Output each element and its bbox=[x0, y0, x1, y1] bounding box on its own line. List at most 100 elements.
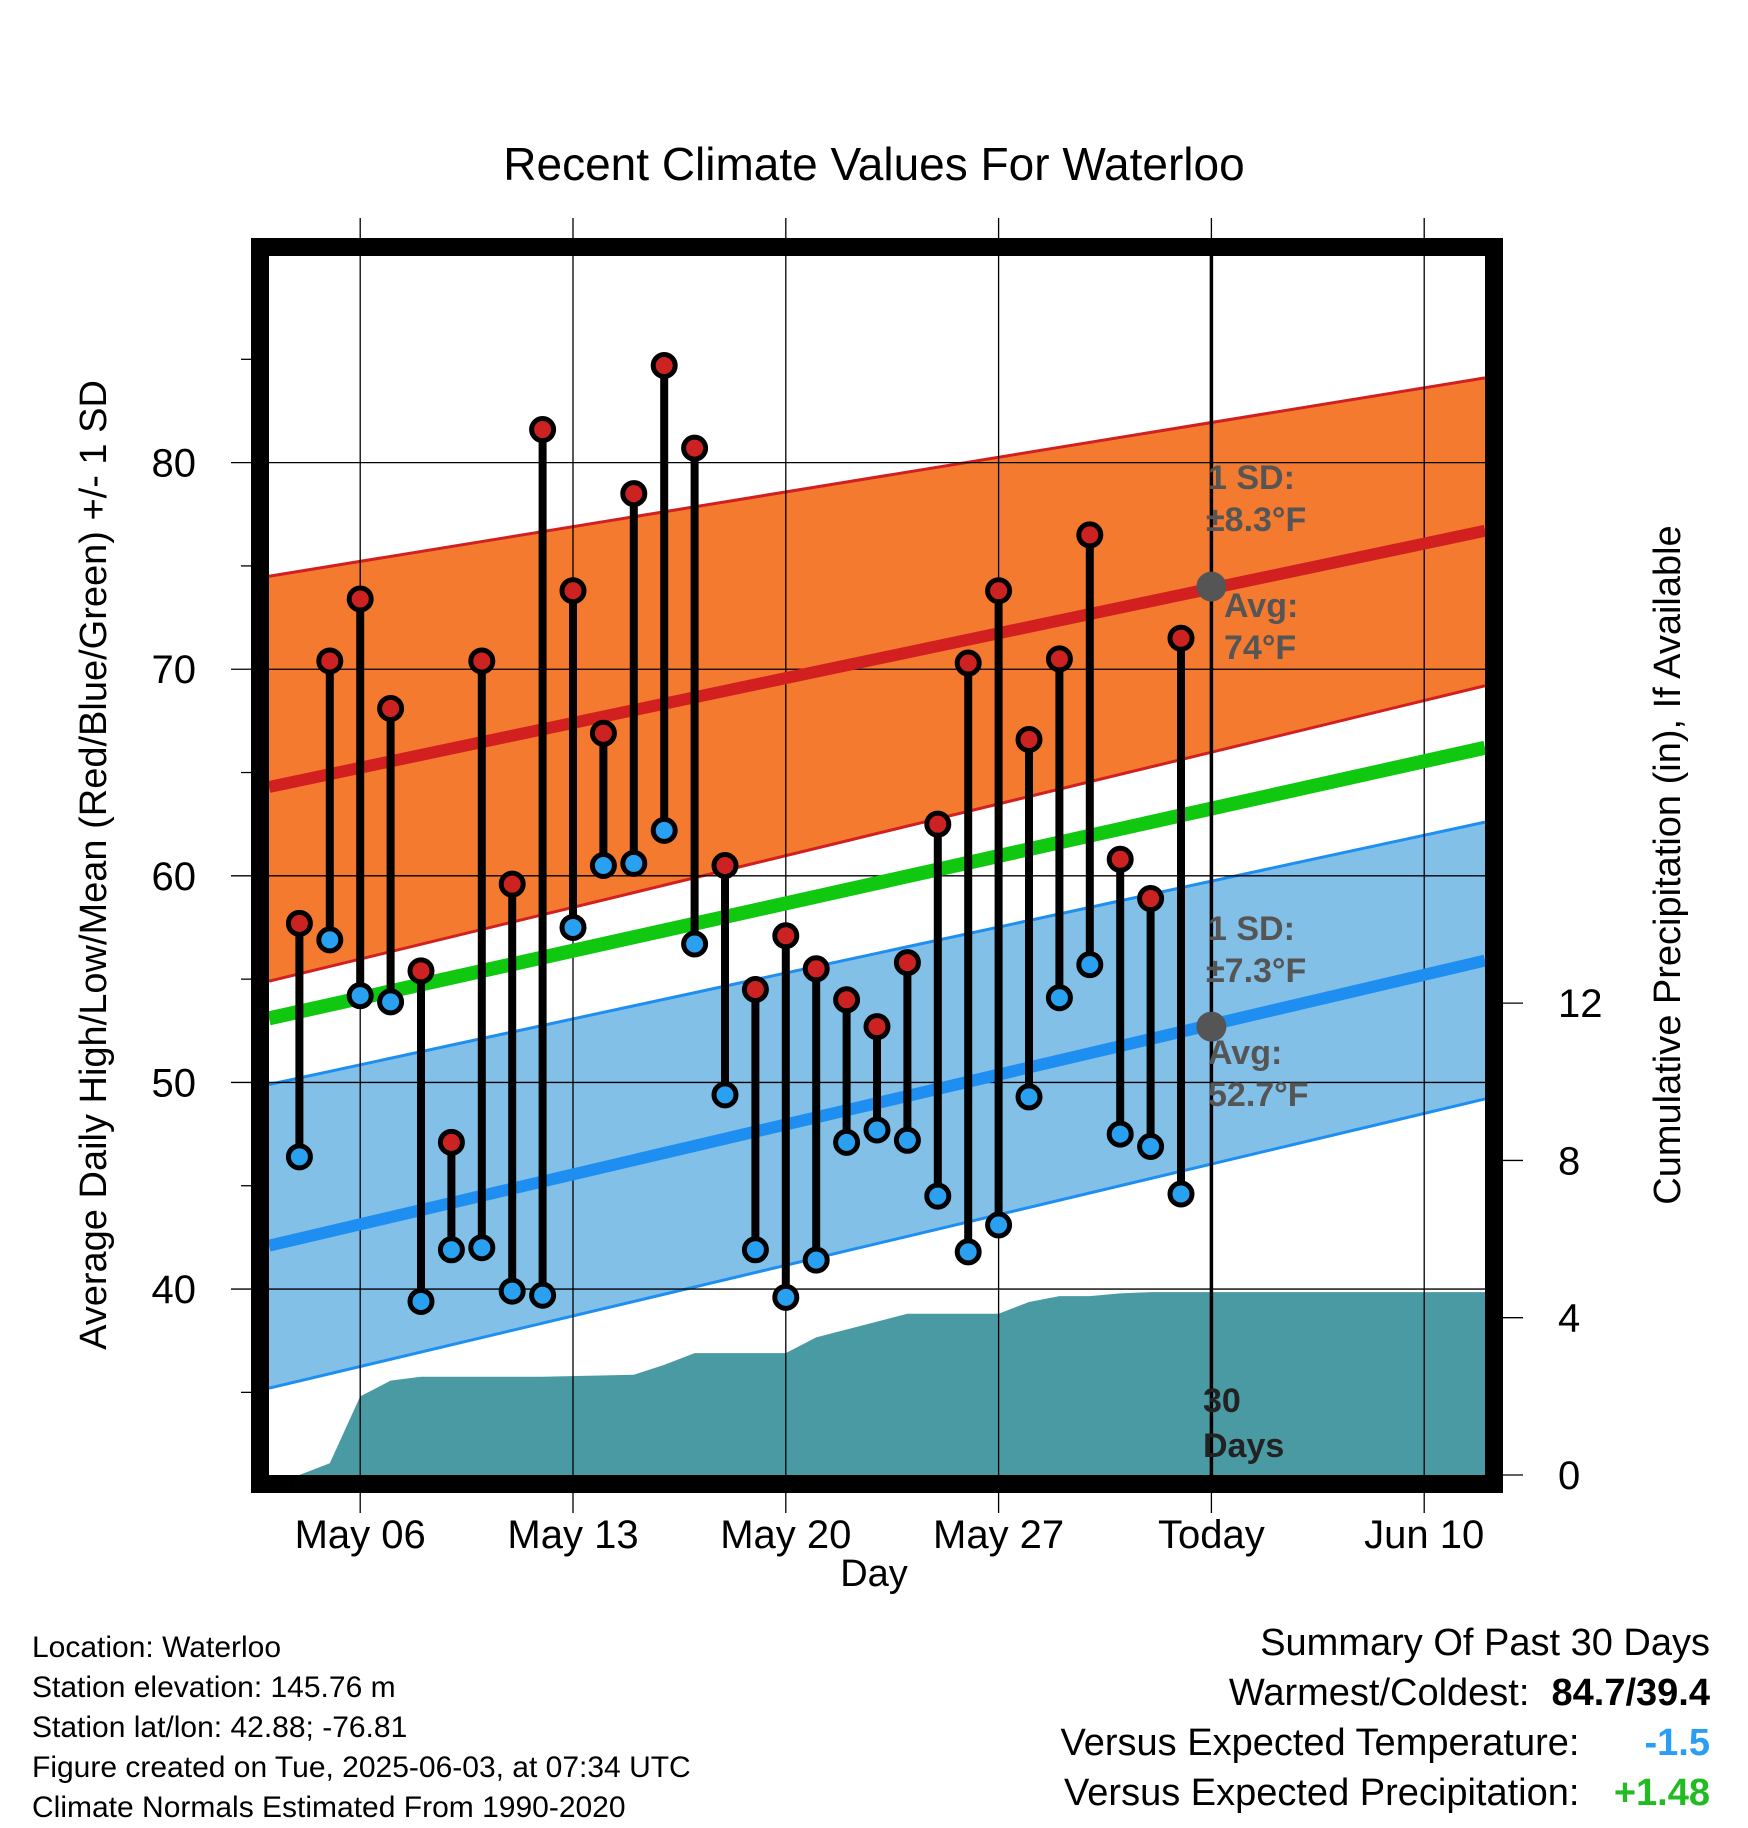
y-left-tick-label-60: 60 bbox=[152, 855, 197, 899]
low-point-27 bbox=[1106, 1120, 1134, 1148]
low-sd-label-line1: 1 SD: bbox=[1208, 910, 1295, 948]
high-point-13 bbox=[681, 434, 709, 462]
x-tick-label-4: Today bbox=[1158, 1513, 1265, 1557]
summary-panel: Summary Of Past 30 Days Warmest/Coldest:… bbox=[1061, 1618, 1710, 1818]
low-sd-band-upper-edge bbox=[268, 820, 1486, 1086]
high-point-18 bbox=[833, 986, 861, 1014]
low-point-5 bbox=[437, 1236, 465, 1264]
low-point-23 bbox=[985, 1211, 1013, 1239]
y-right-tick-label-4: 4 bbox=[1558, 1297, 1580, 1341]
y-left-tick-label-40: 40 bbox=[152, 1268, 197, 1312]
cumulative-precip-area bbox=[299, 1292, 1485, 1475]
low-point-19 bbox=[863, 1116, 891, 1144]
y-axis-label-right: Cumulative Precipitation (in), If Availa… bbox=[1647, 525, 1689, 1204]
annotations: 1 SD: ±8.3°F Avg: 74°F 1 SD: ±7.3°F Avg:… bbox=[1196, 459, 1309, 1465]
today-days-label-line2: Days bbox=[1203, 1427, 1284, 1465]
high-point-16 bbox=[772, 922, 800, 950]
x-tick-label-3: May 27 bbox=[933, 1513, 1064, 1557]
summary-precip-row: Versus Expected Precipitation: +1.48 bbox=[1061, 1768, 1710, 1818]
avg-high-line bbox=[267, 524, 1487, 793]
low-point-17 bbox=[802, 1246, 830, 1274]
low-point-21 bbox=[924, 1182, 952, 1210]
x-tick-label-5: Jun 10 bbox=[1364, 1513, 1484, 1557]
high-sd-band-lower-edge bbox=[268, 684, 1486, 983]
summary-heading: Summary Of Past 30 Days bbox=[1260, 1622, 1710, 1664]
low-point-6 bbox=[468, 1234, 496, 1262]
low-point-13 bbox=[681, 930, 709, 958]
low-point-14 bbox=[711, 1081, 739, 1109]
y-right-tick-label-8: 8 bbox=[1558, 1139, 1580, 1183]
x-tick-label-1: May 13 bbox=[507, 1513, 638, 1557]
summary-temp-row: Versus Expected Temperature: -1.5 bbox=[1061, 1718, 1710, 1768]
low-point-8 bbox=[529, 1281, 557, 1309]
high-point-10 bbox=[589, 719, 617, 747]
low-point-22 bbox=[954, 1238, 982, 1266]
plot-frame bbox=[251, 238, 1503, 1493]
chart-title: Recent Climate Values For Waterloo bbox=[503, 138, 1244, 190]
low-point-20 bbox=[893, 1126, 921, 1154]
normals-text: Climate Normals Estimated From 1990-2020 bbox=[32, 1791, 626, 1824]
low-point-12 bbox=[650, 816, 678, 844]
temp-label: Versus Expected Temperature: bbox=[1060, 1722, 1580, 1764]
created-text: Figure created on Tue, 2025-06-03, at 07… bbox=[32, 1751, 691, 1784]
low-point-24 bbox=[1015, 1083, 1043, 1111]
low-point-4 bbox=[407, 1287, 435, 1315]
x-tick-label-2: May 20 bbox=[720, 1513, 851, 1557]
high-point-2 bbox=[346, 585, 374, 613]
high-point-8 bbox=[529, 416, 557, 444]
high-point-21 bbox=[924, 810, 952, 838]
high-sd-label-line2: ±8.3°F bbox=[1206, 501, 1306, 539]
high-point-28 bbox=[1137, 885, 1165, 913]
climate-chart: Recent Climate Values For Waterloo 1 SD:… bbox=[73, 138, 1689, 1595]
x-axis-label: Day bbox=[840, 1553, 908, 1595]
y-left-tick-label-50: 50 bbox=[152, 1061, 197, 1105]
high-point-11 bbox=[620, 480, 648, 508]
axes: 40 50 60 70 80 0 4 8 12 May 06 May 13 May 20 May 27 T… bbox=[152, 218, 1603, 1557]
y-axis-label-left: Average Daily High/Low/Mean (Red/Blue/Gr… bbox=[73, 380, 115, 1350]
y-left-tick-label-70: 70 bbox=[152, 648, 197, 692]
low-point-3 bbox=[377, 988, 405, 1016]
precipitation-area bbox=[299, 1292, 1485, 1475]
high-point-24 bbox=[1015, 725, 1043, 753]
observed-temperatures bbox=[285, 352, 1195, 1315]
low-point-0 bbox=[285, 1143, 313, 1171]
high-point-26 bbox=[1076, 521, 1104, 549]
today-high-avg-marker bbox=[1196, 571, 1227, 602]
high-point-7 bbox=[498, 870, 526, 898]
high-point-25 bbox=[1045, 645, 1073, 673]
high-point-20 bbox=[893, 949, 921, 977]
low-point-18 bbox=[833, 1128, 861, 1156]
high-point-4 bbox=[407, 957, 435, 985]
low-point-26 bbox=[1076, 951, 1104, 979]
high-avg-label-line1: Avg: bbox=[1224, 587, 1298, 625]
high-sd-band-upper-edge bbox=[268, 376, 1486, 578]
low-sd-band-lower-edge bbox=[268, 1097, 1486, 1390]
high-point-23 bbox=[985, 577, 1013, 605]
high-point-3 bbox=[377, 694, 405, 722]
low-point-1 bbox=[316, 926, 344, 954]
precip-value: +1.48 bbox=[1613, 1772, 1710, 1814]
low-point-16 bbox=[772, 1283, 800, 1311]
precip-label: Versus Expected Precipitation: bbox=[1064, 1772, 1580, 1814]
low-point-29 bbox=[1167, 1180, 1195, 1208]
y-right-tick-label-0: 0 bbox=[1558, 1454, 1580, 1498]
latlon-text: Station lat/lon: 42.88; -76.81 bbox=[32, 1711, 408, 1744]
low-point-11 bbox=[620, 849, 648, 877]
low-sd-label-line2: ±7.3°F bbox=[1206, 952, 1306, 990]
high-avg-label-line2: 74°F bbox=[1224, 629, 1296, 667]
today-low-avg-marker bbox=[1196, 1011, 1227, 1042]
location-text: Location: Waterloo bbox=[32, 1631, 282, 1664]
low-point-25 bbox=[1045, 984, 1073, 1012]
warmest-label: Warmest/Coldest: bbox=[1228, 1672, 1530, 1714]
high-point-9 bbox=[559, 577, 587, 605]
temp-value: -1.5 bbox=[1644, 1722, 1710, 1764]
low-point-10 bbox=[589, 852, 617, 879]
x-tick-label-0: May 06 bbox=[295, 1513, 426, 1557]
low-point-9 bbox=[559, 913, 587, 941]
high-point-29 bbox=[1167, 624, 1195, 652]
low-avg-label-line2: 52.7°F bbox=[1208, 1076, 1309, 1114]
high-point-1 bbox=[316, 647, 344, 675]
y-right-tick-label-12: 12 bbox=[1558, 982, 1603, 1026]
high-point-22 bbox=[954, 649, 982, 677]
y-left-tick-label-80: 80 bbox=[152, 442, 197, 486]
